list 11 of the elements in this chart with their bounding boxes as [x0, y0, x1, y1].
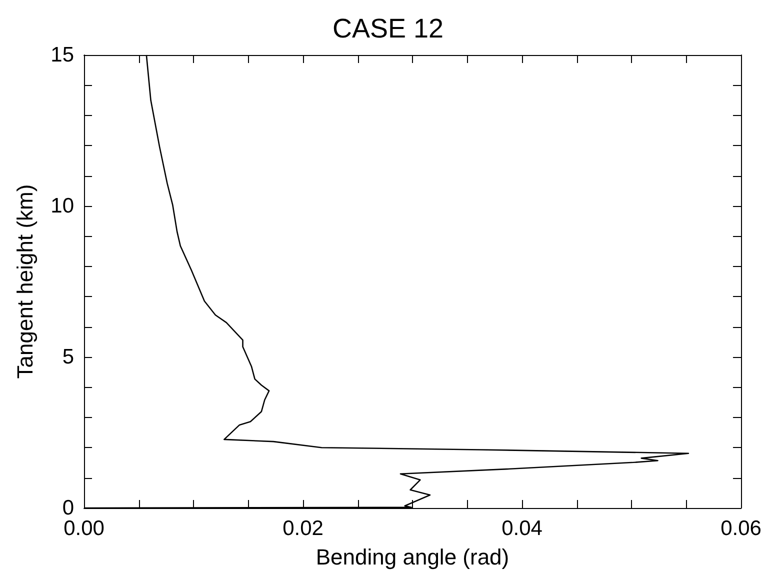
- x-tick-label: 0.04: [502, 517, 543, 540]
- x-tick-label: 0.06: [720, 517, 762, 540]
- x-tick-label: 0.00: [64, 517, 104, 540]
- y-tick-label: 0: [62, 496, 74, 520]
- x-axis-title: Bending angle (rad): [316, 544, 510, 570]
- y-tick-label: 5: [62, 346, 74, 368]
- y-tick-label: 10: [50, 194, 74, 218]
- y-axis-title: Tangent height (km): [12, 184, 38, 379]
- chart-title: CASE 12: [332, 14, 444, 44]
- y-tick-label: 15: [50, 44, 74, 66]
- x-tick-label: 0.02: [282, 517, 324, 540]
